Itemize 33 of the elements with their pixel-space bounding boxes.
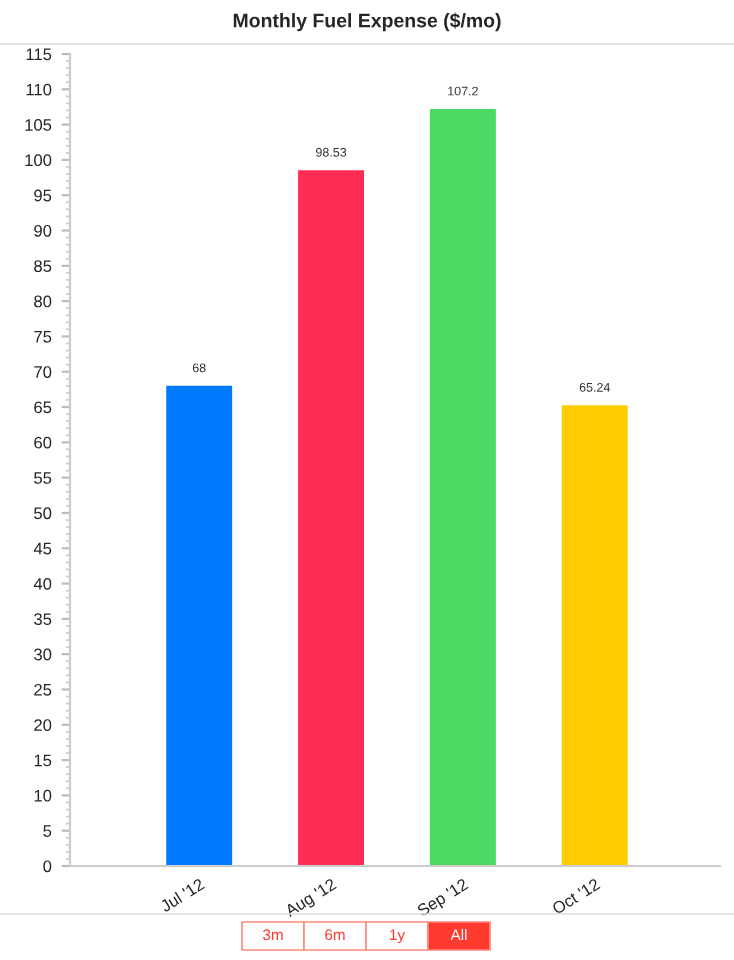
chart-title: Monthly Fuel Expense ($/mo) <box>233 12 501 32</box>
y-tick-label: 115 <box>26 48 52 61</box>
bar <box>429 109 496 866</box>
y-tick-label: 20 <box>34 719 52 731</box>
y-tick-label: 60 <box>34 436 52 449</box>
y-tick-label: 80 <box>34 295 52 308</box>
y-tick-label: 95 <box>34 189 52 202</box>
y-tick-label: 35 <box>34 613 52 626</box>
y-tick-label: 40 <box>33 577 52 590</box>
y-tick-label: 15 <box>34 754 52 767</box>
y-tick-label: 50 <box>34 507 52 520</box>
x-tick-label: Sep '12 <box>416 877 471 920</box>
bar <box>561 405 628 866</box>
bar <box>298 170 365 866</box>
x-tick-label: Aug '12 <box>283 877 339 920</box>
x-tick-label: Oct '12 <box>551 877 601 915</box>
y-tick-label: 45 <box>33 542 52 555</box>
y-tick-label: 70 <box>34 366 52 378</box>
y-tick-label: 105 <box>25 119 52 131</box>
y-tick-label: 65 <box>34 401 52 414</box>
y-tick-label: 30 <box>34 648 52 661</box>
bar <box>166 385 233 866</box>
y-tick-label: 75 <box>34 331 52 343</box>
y-tick-label: 90 <box>34 224 52 237</box>
y-tick-label: 0 <box>43 860 52 873</box>
y-tick-label: 110 <box>26 83 52 96</box>
x-tick-label: Jul '12 <box>159 877 205 913</box>
y-tick-label: 10 <box>34 789 52 802</box>
y-tick-label: 100 <box>25 154 52 167</box>
y-tick-label: 85 <box>34 260 52 273</box>
y-tick-label: 5 <box>43 825 52 837</box>
y-tick-label: 55 <box>34 472 52 484</box>
y-tick-label: 25 <box>34 683 52 696</box>
